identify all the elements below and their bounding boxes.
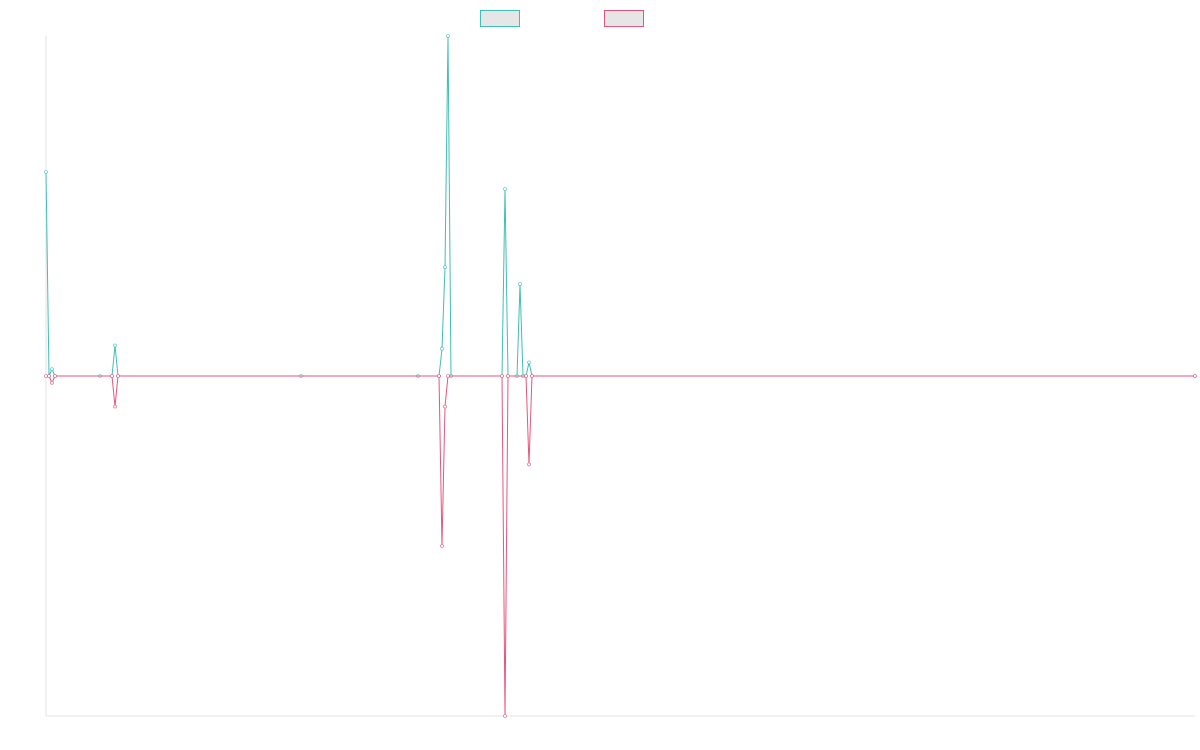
series-2-point[interactable] xyxy=(440,544,444,548)
legend-item-series-1[interactable] xyxy=(480,9,526,27)
series-1-point[interactable] xyxy=(113,343,117,348)
series-2-point[interactable] xyxy=(47,374,51,378)
series-1-point[interactable] xyxy=(518,282,522,287)
series-2-point[interactable] xyxy=(524,374,528,378)
series-2-point[interactable] xyxy=(113,404,117,409)
series-1-point[interactable] xyxy=(527,360,531,365)
series-2-point[interactable] xyxy=(50,380,54,385)
series-line-2 xyxy=(46,375,1195,717)
series-1-point[interactable] xyxy=(503,187,507,191)
series-line-1 xyxy=(45,35,1195,377)
series-1-point[interactable] xyxy=(446,34,450,38)
series-2-point[interactable] xyxy=(437,374,441,378)
series-2-point[interactable] xyxy=(530,374,534,378)
series-1-point[interactable] xyxy=(440,346,444,351)
series-2-point[interactable] xyxy=(506,374,510,378)
series-2-point[interactable] xyxy=(116,374,120,378)
series-1-point[interactable] xyxy=(44,170,48,174)
series-2-point[interactable] xyxy=(1193,374,1197,378)
series-2-point[interactable] xyxy=(503,714,507,718)
series-2-point[interactable] xyxy=(110,374,114,378)
legend-swatch-series-1 xyxy=(480,9,520,27)
series-2-point[interactable] xyxy=(443,404,447,409)
series-1-point[interactable] xyxy=(443,265,447,270)
legend-item-series-2[interactable] xyxy=(604,9,650,27)
legend xyxy=(0,9,1200,27)
series-2-point[interactable] xyxy=(53,374,57,378)
series-1-point[interactable] xyxy=(50,367,54,372)
series-layer xyxy=(44,34,1197,718)
series-2-point[interactable] xyxy=(446,374,450,378)
series-2-point[interactable] xyxy=(527,462,531,467)
legend-swatch-series-2 xyxy=(604,9,644,27)
series-2-point[interactable] xyxy=(44,374,48,378)
series-2-point[interactable] xyxy=(500,374,504,378)
